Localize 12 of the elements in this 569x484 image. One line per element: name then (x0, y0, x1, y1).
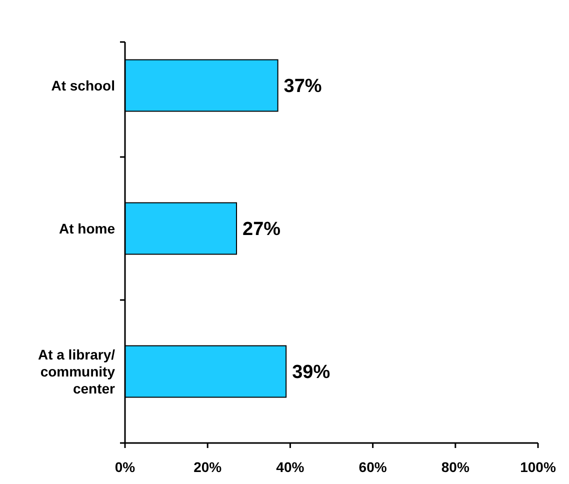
x-tick-label: 60% (358, 459, 388, 475)
data-label: 39% (292, 362, 330, 384)
data-label: 37% (284, 76, 322, 98)
x-tick-label: 40% (276, 459, 305, 475)
x-tick-label: 0% (114, 459, 136, 475)
x-tick-label: 20% (194, 459, 222, 475)
x-tick-label: 80% (441, 459, 470, 475)
y-tick-label: At home (59, 220, 116, 236)
x-tick-label: 100% (520, 459, 556, 475)
y-tick-label: At school (51, 77, 115, 94)
data-label: 27% (242, 219, 281, 240)
y-tick-label: At a library/ community center (38, 346, 116, 396)
